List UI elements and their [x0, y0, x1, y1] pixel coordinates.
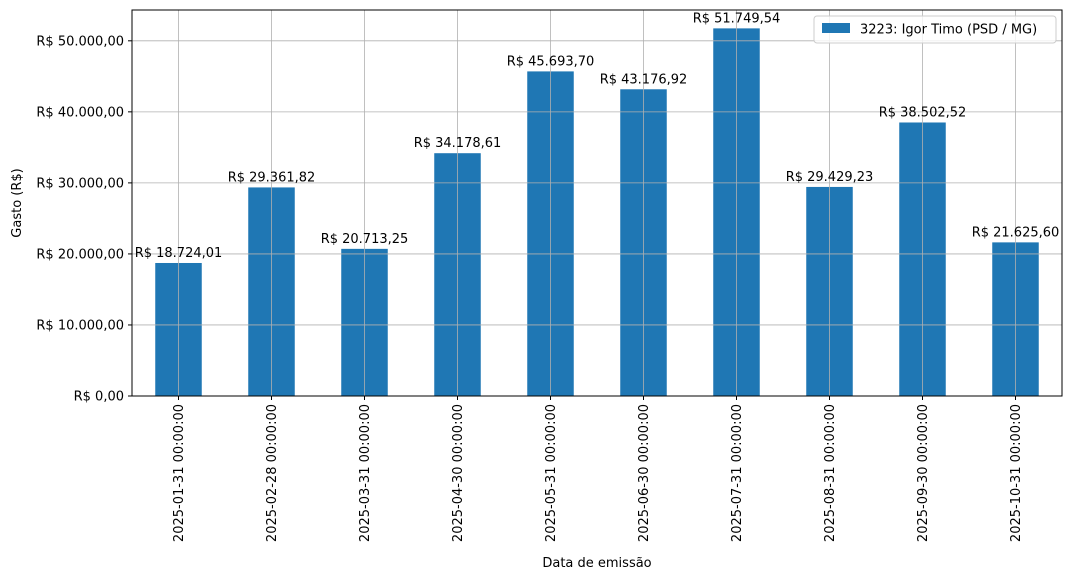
bar-value-label: R$ 45.693,70: [507, 54, 595, 69]
plot-frame: [131, 9, 1063, 397]
grid-layer: [132, 10, 1062, 397]
y-axis-label: Gasto (R$): [10, 168, 25, 237]
legend-swatch: [822, 23, 850, 33]
bar-value-label: R$ 29.361,82: [228, 170, 316, 185]
y-tick-label: R$ 10.000,00: [36, 318, 124, 333]
y-tick-label: R$ 40.000,00: [36, 105, 124, 120]
y-tick-label: R$ 0,00: [74, 390, 124, 405]
x-axis-ticks: 2025-01-31 00:00:00 2025-02-28 00:00:00 20…: [172, 396, 1024, 542]
x-tick-label: 2025-09-30 00:00:00: [916, 404, 931, 542]
legend-label: 3223: Igor Timo (PSD / MG): [860, 23, 1037, 38]
bars-layer: [155, 28, 1039, 397]
legend: 3223: Igor Timo (PSD / MG): [813, 15, 1057, 44]
x-tick-label: 2025-06-30 00:00:00: [637, 404, 652, 542]
x-tick-label: 2025-05-31 00:00:00: [544, 404, 559, 542]
y-tick-label: R$ 50.000,00: [36, 34, 124, 49]
bar-value-label: R$ 20.713,25: [321, 232, 409, 247]
x-tick-label: 2025-01-31 00:00:00: [172, 404, 187, 542]
bar-value-label: R$ 34.178,61: [414, 136, 502, 151]
bar-value-label: R$ 38.502,52: [879, 105, 967, 120]
x-tick-label: 2025-02-28 00:00:00: [265, 404, 280, 542]
bar-value-label: R$ 29.429,23: [786, 170, 874, 185]
bar-value-label: R$ 51.749,54: [693, 11, 781, 26]
x-tick-label: 2025-07-31 00:00:00: [730, 404, 745, 542]
data-labels-layer: R$ 18.724,01 R$ 29.361,82 R$ 20.713,25 R$ 3…: [135, 11, 1060, 261]
bar-value-label: R$ 18.724,01: [135, 246, 223, 261]
y-axis-ticks: R$ 0,00 R$ 10.000,00 R$ 20.000,00 R$ 30.000…: [36, 34, 132, 405]
y-tick-label: R$ 30.000,00: [36, 176, 124, 191]
x-tick-label: 2025-08-31 00:00:00: [823, 404, 838, 542]
x-tick-label: 2025-10-31 00:00:00: [1009, 404, 1024, 542]
bar-value-label: R$ 21.625,60: [972, 225, 1060, 240]
bar-value-label: R$ 43.176,92: [600, 72, 688, 87]
y-tick-label: R$ 20.000,00: [36, 247, 124, 262]
x-tick-label: 2025-04-30 00:00:00: [451, 404, 466, 542]
legend-frame: [813, 15, 1057, 44]
x-axis-label: Data de emissão: [542, 556, 651, 571]
x-tick-label: 2025-03-31 00:00:00: [358, 404, 373, 542]
